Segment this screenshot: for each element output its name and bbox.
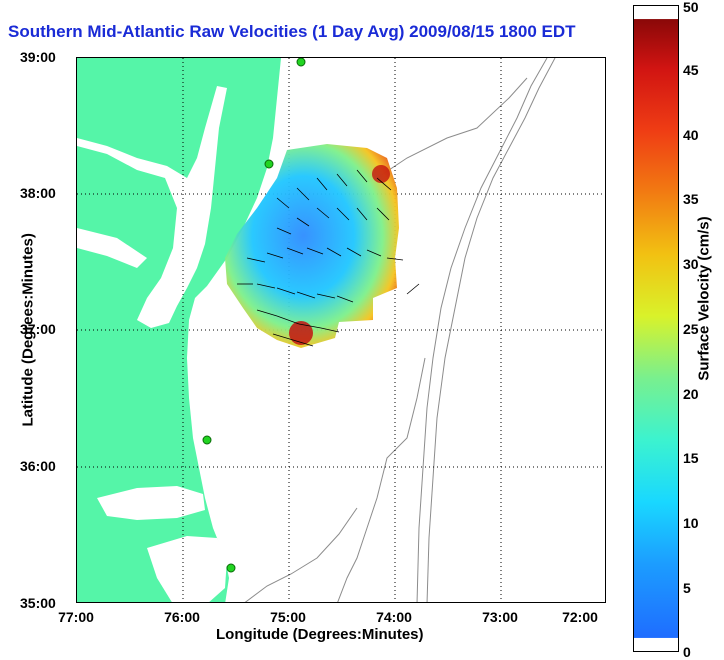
colorbar-tick: 25 <box>683 321 699 337</box>
y-tick-label: 39:00 <box>20 49 56 65</box>
velocity-field <box>225 144 399 348</box>
colorbar-tick: 0 <box>683 644 691 660</box>
bathymetry-contours <box>244 58 556 602</box>
colorbar-tick: 40 <box>683 127 699 143</box>
velocity-peak-south <box>289 321 313 345</box>
colorbar-tick: 5 <box>683 580 691 596</box>
colorbar-tick: 20 <box>683 386 699 402</box>
map-svg <box>77 58 605 602</box>
y-tick-label: 35:00 <box>20 595 56 611</box>
colorbar <box>633 5 679 652</box>
velocity-vectors <box>237 169 420 347</box>
colorbar-tick: 35 <box>683 191 699 207</box>
map-title: Southern Mid-Atlantic Raw Velocities (1 … <box>8 22 576 41</box>
y-tick-label: 36:00 <box>20 458 56 474</box>
bay-inlet <box>77 228 147 268</box>
pamlico-sound <box>147 536 227 602</box>
y-tick-label: 38:00 <box>20 185 56 201</box>
map-plot-area[interactable] <box>76 57 606 603</box>
colorbar-tick: 30 <box>683 256 699 272</box>
x-tick-label: 76:00 <box>164 609 200 625</box>
chesapeake-bay <box>77 86 227 328</box>
velocity-peak-north <box>372 165 390 183</box>
station-md[interactable] <box>264 159 274 169</box>
colorbar-tick: 10 <box>683 515 699 531</box>
x-axis-label: Longitude (Degrees:Minutes) <box>216 626 424 643</box>
station-north[interactable] <box>296 58 306 67</box>
x-tick-label: 73:00 <box>482 609 518 625</box>
colorbar-tick: 45 <box>683 62 699 78</box>
x-tick-label: 75:00 <box>270 609 306 625</box>
y-tick-label: 37:00 <box>20 321 56 337</box>
colorbar-tick: 15 <box>683 450 699 466</box>
colorbar-tick: 50 <box>683 0 699 15</box>
land-mass <box>77 58 281 602</box>
x-tick-label: 77:00 <box>58 609 94 625</box>
x-tick-label: 74:00 <box>376 609 412 625</box>
x-tick-label: 72:00 <box>562 609 598 625</box>
albemarle-sound <box>97 486 205 520</box>
y-axis-label: Latitude (Degrees:Minutes) <box>19 233 37 427</box>
colorbar-label: Surface Velocity (cm/s) <box>695 216 713 381</box>
station-nc[interactable] <box>226 563 236 573</box>
station-va[interactable] <box>202 435 212 445</box>
